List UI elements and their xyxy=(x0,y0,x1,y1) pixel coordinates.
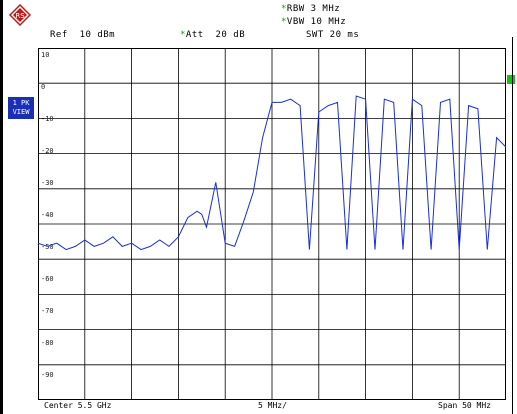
ref-level-marker xyxy=(507,75,515,84)
spectrum-trace xyxy=(37,95,507,251)
spectrum-plot-svg: 10 0 -10 -20 -30 -40 -50 -60 -70 -80 -90 xyxy=(37,48,507,400)
attenuation-readout: *Att 20 dB xyxy=(180,30,246,40)
rbw-readout: *RBW 3 MHz xyxy=(281,4,341,14)
center-frequency-label: Center 5.5 GHz xyxy=(44,401,112,410)
trace-mode-badge: 1 PK VIEW xyxy=(8,97,34,119)
y-tick-label: -40 xyxy=(41,211,54,219)
y-tick-label: -50 xyxy=(41,243,54,251)
span-label: Span 50 MHz xyxy=(438,401,491,410)
y-tick-label: -80 xyxy=(41,339,54,347)
y-tick-label: -90 xyxy=(41,371,54,379)
y-axis-labels: 10 0 -10 -20 -30 -40 -50 -60 -70 -80 -90 xyxy=(41,51,54,379)
sweep-time-readout: SWT 20 ms xyxy=(306,30,360,40)
y-tick-label: -20 xyxy=(41,147,54,155)
trace-mode-line2: VIEW xyxy=(12,108,30,116)
y-tick-label: 10 xyxy=(41,51,49,59)
y-tick-label: -30 xyxy=(41,179,54,187)
y-tick-label: -70 xyxy=(41,307,54,315)
spectrum-plot: 10 0 -10 -20 -30 -40 -50 -60 -70 -80 -90 xyxy=(37,48,507,400)
trace-group xyxy=(37,95,507,251)
vbw-readout: *VBW 10 MHz xyxy=(281,17,347,27)
grid-lines xyxy=(38,48,506,400)
y-tick-label: -10 xyxy=(41,115,54,123)
ref-level-readout: Ref 10 dBm xyxy=(50,30,116,40)
trace-mode-line1: 1 PK xyxy=(12,99,30,107)
svg-text:RS: RS xyxy=(15,12,25,20)
y-tick-label: -60 xyxy=(41,275,54,283)
per-division-label: 5 MHz/ xyxy=(258,401,287,410)
window-edge xyxy=(0,0,3,414)
right-border-line xyxy=(512,37,513,414)
rohde-schwarz-logo-icon: RS xyxy=(8,3,32,27)
y-tick-label: 0 xyxy=(41,83,45,91)
